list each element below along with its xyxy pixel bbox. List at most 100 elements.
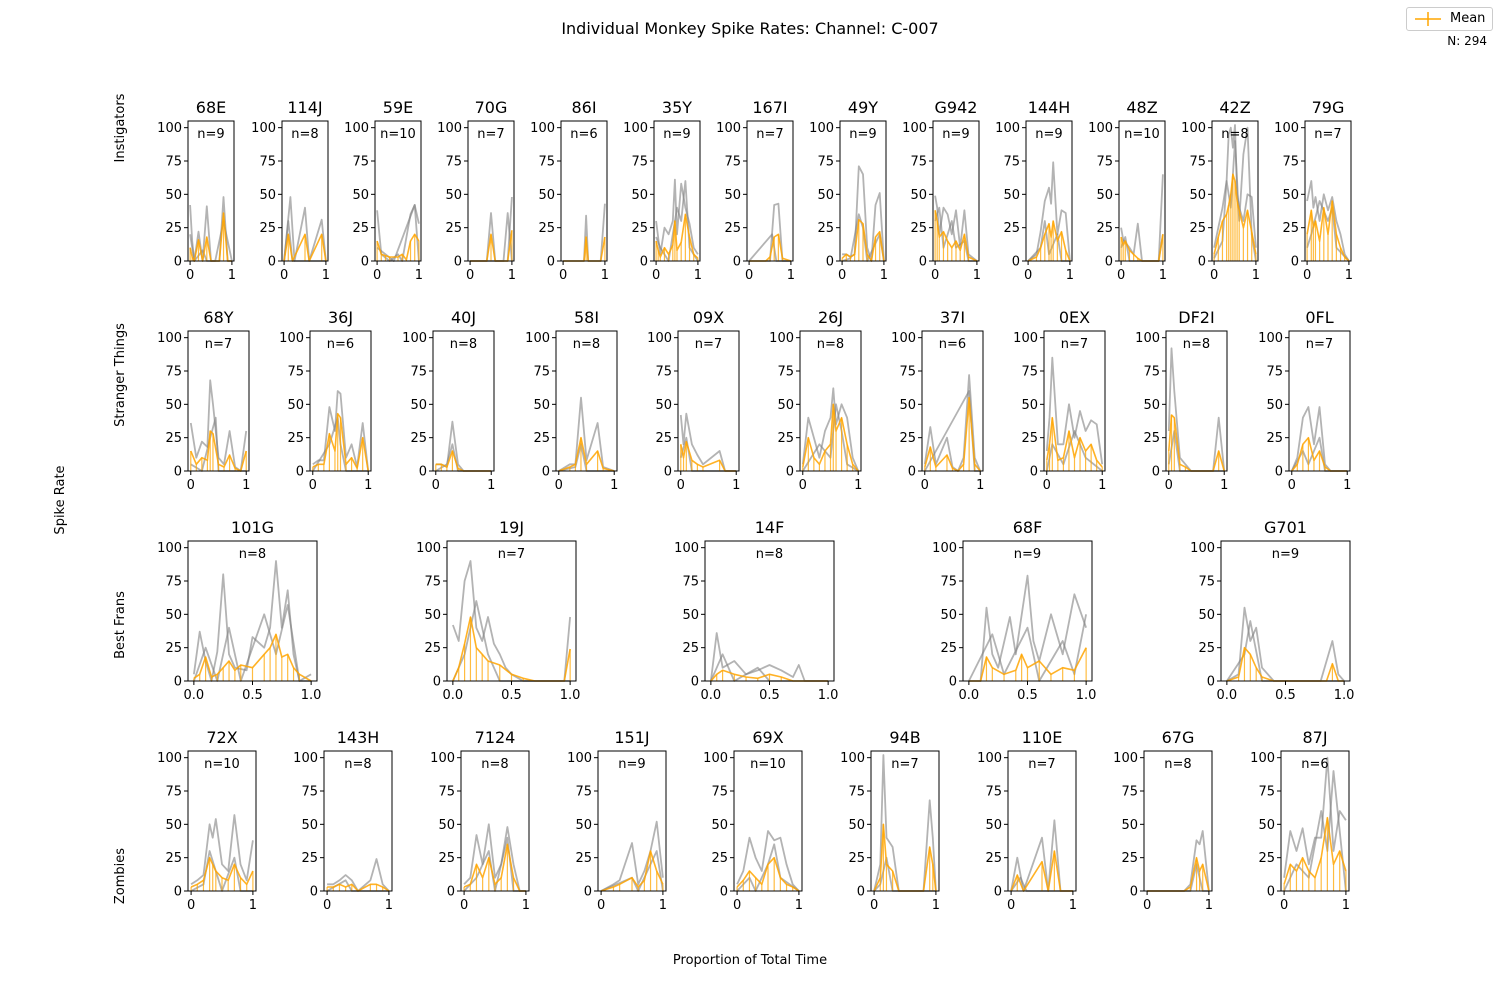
panel-72X: 0 25 50 75 100 0 1 72X n=10 — [157, 728, 257, 913]
individual-trace — [1226, 606, 1345, 682]
y-tick-label: 50 — [165, 398, 182, 413]
x-tick-label: 0 — [187, 898, 195, 913]
panel-n-label: n=8 — [291, 127, 318, 142]
y-tick-label: 0 — [857, 885, 865, 900]
y-tick-label: 0 — [1198, 255, 1206, 270]
individual-trace — [1306, 180, 1350, 262]
panel-n-label: n=8 — [481, 757, 508, 772]
y-tick-label: 50 — [438, 818, 455, 833]
panel-title: 40J — [451, 308, 476, 327]
y-tick-label: 75 — [940, 575, 957, 590]
panel-n-label: n=6 — [939, 337, 966, 352]
y-tick-label: 25 — [1021, 431, 1038, 446]
y-tick-label: 25 — [259, 221, 276, 236]
y-tick-label: 0 — [1105, 255, 1113, 270]
panel-26J: 0 25 50 75 100 0 1 26J n=8 — [769, 308, 862, 493]
panel-frame — [187, 330, 250, 472]
x-tick-label: 1 — [795, 898, 803, 913]
y-tick-label: 0 — [1267, 885, 1275, 900]
x-tick-label: 1 — [1342, 898, 1350, 913]
mean-trace — [190, 430, 247, 472]
y-tick-label: 75 — [682, 575, 699, 590]
x-tick-label: 1 — [880, 268, 888, 283]
panel-n-label: n=7 — [1314, 127, 1341, 142]
mean-trace — [190, 856, 254, 888]
y-tick-label: 0 — [691, 675, 699, 690]
y-tick-label: 0 — [584, 885, 592, 900]
y-tick-label: 25 — [165, 641, 182, 656]
y-tick-label: 100 — [716, 121, 741, 136]
panel-69X: 0 25 50 75 100 0 1 69X n=10 — [703, 728, 803, 913]
panel-frame — [187, 750, 257, 892]
y-tick-label: 25 — [777, 431, 794, 446]
y-tick-label: 25 — [1003, 221, 1020, 236]
individual-trace — [710, 632, 829, 682]
mean-trace — [193, 633, 312, 682]
individual-trace — [873, 754, 937, 892]
panel-title: 26J — [818, 308, 843, 327]
panel-n-label: n=7 — [891, 757, 918, 772]
x-tick-label: 0 — [460, 898, 468, 913]
y-tick-label: 100 — [1250, 751, 1275, 766]
panel-n-label: n=7 — [695, 337, 722, 352]
x-tick-label: 0.5 — [759, 688, 780, 703]
y-tick-label: 75 — [445, 155, 462, 170]
panel-frame — [560, 120, 608, 262]
individual-trace — [435, 443, 492, 472]
panel-title: 114J — [287, 98, 322, 117]
y-tick-label: 0 — [454, 255, 462, 270]
panel-n-label: n=7 — [1028, 757, 1055, 772]
panel-n-label: n=9 — [197, 127, 224, 142]
y-tick-label: 100 — [157, 121, 182, 136]
y-tick-label: 50 — [1121, 818, 1138, 833]
y-tick-label: 75 — [352, 155, 369, 170]
group-label: Zombies — [113, 848, 128, 904]
individual-trace — [801, 387, 860, 472]
panel-68F: 0 25 50 75 100 0.0 0.5 1.0 68F n=9 — [932, 518, 1096, 703]
y-tick-label: 75 — [1282, 155, 1299, 170]
individual-trace — [1167, 347, 1226, 472]
panel-title: 49Y — [848, 98, 878, 117]
x-tick-label: 1 — [1220, 478, 1228, 493]
mean-trace — [327, 883, 390, 892]
x-tick-label: 0 — [838, 268, 846, 283]
x-tick-label: 0 — [745, 268, 753, 283]
individual-trace — [679, 436, 737, 472]
legend: Mean — [1406, 7, 1493, 31]
individual-trace — [1045, 356, 1104, 465]
panel-title: 09X — [693, 308, 724, 327]
x-tick-label: 1 — [973, 268, 981, 283]
y-tick-label: 25 — [1189, 221, 1206, 236]
y-tick-label: 50 — [899, 398, 916, 413]
panel-37I: 0 25 50 75 100 0 1 37I n=6 — [891, 308, 984, 493]
y-tick-label: 100 — [1135, 331, 1160, 346]
y-tick-label: 50 — [424, 608, 441, 623]
x-tick-label: 1.0 — [818, 688, 839, 703]
panel-n-label: n=7 — [756, 127, 783, 142]
panel-n-label: n=9 — [1272, 547, 1299, 562]
panel-frame — [467, 120, 515, 262]
y-tick-label: 0 — [640, 255, 648, 270]
y-tick-label: 75 — [711, 785, 728, 800]
y-tick-label: 0 — [786, 465, 794, 480]
panel-101G: 0 25 50 75 100 0.0 0.5 1.0 101G n=8 — [157, 518, 321, 703]
panel-title: 94B — [889, 728, 920, 747]
panel-110E: 0 25 50 75 100 0 1 110E n=7 — [977, 728, 1077, 913]
individual-trace — [934, 195, 978, 262]
y-tick-label: 0 — [174, 465, 182, 480]
y-tick-label: 75 — [1198, 575, 1215, 590]
y-tick-label: 100 — [840, 751, 865, 766]
x-tick-label: 1.0 — [301, 688, 322, 703]
y-tick-label: 100 — [674, 541, 699, 556]
y-tick-label: 25 — [287, 431, 304, 446]
mean-trace — [802, 403, 859, 472]
panel-title: 72X — [206, 728, 237, 747]
y-tick-label: 50 — [445, 188, 462, 203]
panel-title: 68E — [196, 98, 226, 117]
y-tick-label: 0 — [1012, 255, 1020, 270]
y-tick-label: 75 — [1258, 785, 1275, 800]
y-tick-label: 75 — [538, 155, 555, 170]
x-tick-label: 1 — [610, 478, 618, 493]
y-tick-label: 25 — [817, 221, 834, 236]
panel-title: 0EX — [1059, 308, 1090, 327]
